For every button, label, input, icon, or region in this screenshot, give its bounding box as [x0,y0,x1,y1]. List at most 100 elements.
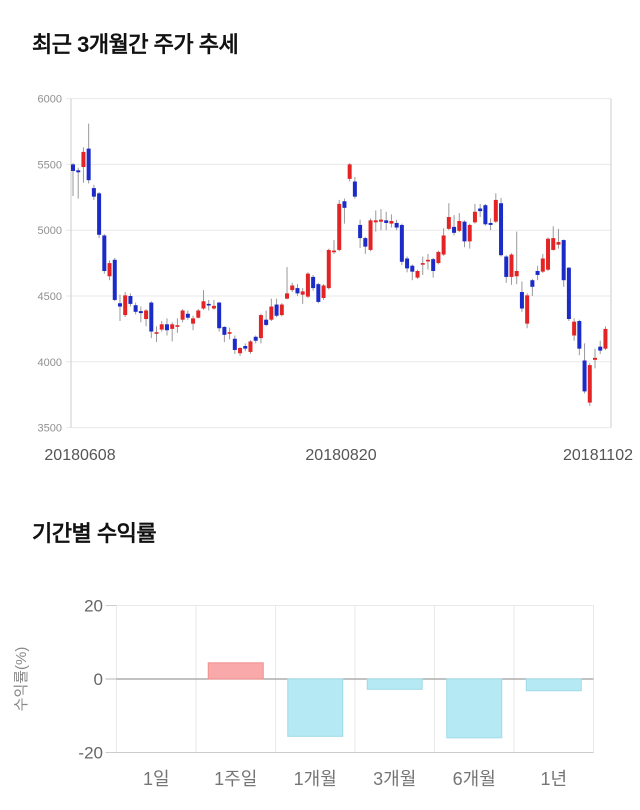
candle-body-up [378,219,383,222]
candle-body-down [91,188,96,197]
candle-body-up [238,347,243,354]
candle-body-down [478,208,483,212]
candle-body-down [316,284,321,302]
candle-body-up [337,203,342,250]
candle-body-up [415,270,420,278]
x-tick-label-20180608: 20180608 [44,447,115,464]
x-category-label-3개월: 3개월 [373,769,416,789]
candle-body-up [305,273,310,297]
y-tick-label-0: 0 [94,670,103,689]
candle-body-down [164,324,169,331]
candle-body-down [112,259,117,300]
candle-body-down [483,205,488,225]
candle-body-down [222,326,227,335]
candle-body-up [368,220,373,250]
candle-body-up [248,341,253,352]
candle-body-down [342,201,347,208]
candle-body-down [352,181,357,197]
candle-body-down [264,319,269,325]
x-category-label-1년: 1년 [540,769,567,789]
candle-body-up [107,263,112,277]
candle-body-down [384,220,389,223]
candle-body-down [311,276,316,289]
candle-body-up [546,238,551,270]
candle-body-up [196,310,201,318]
candle-body-down [561,240,566,281]
candle-body-down [138,311,143,314]
candlestick-chart: 6000 5500 5000 4500 4000 3500 20180608 20180820… [38,94,634,464]
bar-negative-1년 [525,678,582,692]
candle-body-down [232,338,237,350]
candle-body-down [598,346,603,351]
candle-body-up [321,285,326,298]
candle-body-down [530,280,535,287]
candle-body-up [290,285,295,291]
returns-bar-chart: 20 0 -20 수익률(%) 1일 1주일 1개월 3개월 6개월 1년 [13,597,594,789]
candle-body-down [102,235,107,271]
candle-body-down [149,302,154,332]
candle-body-up [269,306,274,320]
candle-body-up [170,324,175,329]
candle-body-down [504,256,509,277]
candle-body-up [572,321,577,336]
y-tick-label-4500: 4500 [38,291,62,303]
y-tick-label-5000: 5000 [38,225,62,237]
candle-body-up [373,220,378,223]
candle-body-up [441,235,446,255]
candle-body-up [540,258,545,272]
candlestick-chart-title: 최근 3개월간 주가 추세 [32,32,239,57]
candle-body-up [81,151,86,168]
candle-body-up [326,249,331,289]
candle-body-up [587,365,592,403]
candle-body-down [128,296,133,304]
x-category-label-1주일: 1주일 [214,769,257,789]
candle-body-down [363,238,368,247]
candle-body-down [97,193,102,235]
candle-body-down [488,222,493,225]
candle-body-up [556,242,561,245]
candle-body-up [389,220,394,224]
candle-body-up [159,324,164,330]
x-tick-label-20180820: 20180820 [305,447,376,464]
candle-body-up [154,332,159,334]
candle-body-down [185,313,190,318]
bar-negative-3개월 [366,678,423,690]
y-tick-label-5500: 5500 [38,159,62,171]
candle-body-down [394,222,399,228]
candle-body-down [358,224,363,239]
candle-body-down [399,224,404,262]
candle-body-up [285,293,290,299]
candle-body-down [217,302,222,329]
candle-body-up [144,310,149,320]
x-category-label-1일: 1일 [143,769,170,789]
y-tick-label--20: -20 [78,744,103,763]
returns-chart-title: 기간별 수익률 [32,521,157,546]
x-category-label-6개월: 6개월 [453,769,496,789]
candle-body-down [71,164,75,171]
candle-body-up [347,164,352,179]
candle-body-down [452,226,457,233]
candle-body-up [436,251,441,264]
candle-body-up [420,263,425,265]
candle-body-up [332,250,336,253]
candle-body-up [123,295,128,316]
y-tick-label-20: 20 [84,597,103,616]
candle-body-down [117,303,122,307]
candle-body-up [300,291,305,295]
candle-body-down [76,170,81,173]
candle-body-down [499,203,504,256]
candle-body-down [243,346,248,349]
candle-body-down [577,321,582,349]
candle-body-down [405,258,410,269]
candle-body-down [519,292,524,309]
x-tick-label-20181102: 20181102 [563,447,633,464]
bar-positive-1주일 [207,662,264,680]
candle-body-up [514,270,519,277]
candle-body-up [175,325,180,327]
candle-body-up [446,217,451,229]
candle-body-down [582,360,587,392]
candle-body-down [410,265,415,272]
y-tick-label-6000: 6000 [38,94,62,106]
x-category-label-1개월: 1개월 [294,769,337,789]
candle-body-up [467,224,472,242]
